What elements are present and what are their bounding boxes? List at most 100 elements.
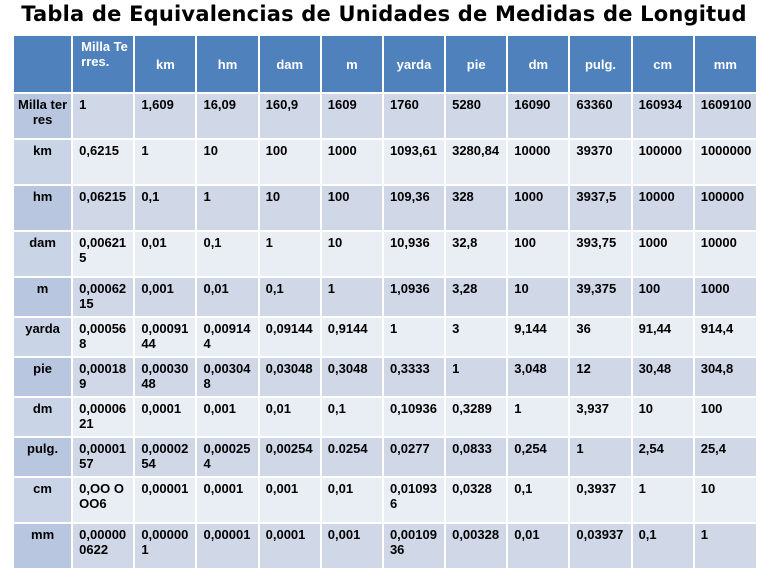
table-cell: 0,000568 bbox=[73, 318, 134, 356]
table-cell: 63360 bbox=[570, 94, 631, 138]
column-header: dam bbox=[259, 36, 320, 92]
table-cell: 3937,5 bbox=[570, 186, 631, 230]
table-cell: 0,1 bbox=[259, 278, 320, 316]
table-cell: 0,01 bbox=[135, 232, 196, 276]
table-cell: 0,6215 bbox=[73, 140, 134, 184]
table-cell: 10000 bbox=[694, 232, 756, 276]
table-cell: 0,010936 bbox=[383, 478, 445, 522]
table-cell: 0,001 bbox=[197, 398, 258, 436]
table-cell: 10,936 bbox=[383, 232, 445, 276]
table-cell: 0,001 bbox=[135, 278, 196, 316]
column-header: cm bbox=[632, 36, 693, 92]
table-row: mm 0,000000622 0,000001 0,00001 0,0001 0,001 0… bbox=[14, 524, 756, 568]
table-cell: 0,01 bbox=[508, 524, 569, 568]
table-cell: 0,000000622 bbox=[73, 524, 134, 568]
table-cell: 1 bbox=[694, 524, 756, 568]
table-cell: 12 bbox=[570, 358, 631, 396]
table-cell: 0,0277 bbox=[383, 438, 445, 476]
table-cell: 1609100 bbox=[694, 94, 756, 138]
column-header: mm bbox=[694, 36, 756, 92]
table-cell: 3 bbox=[446, 318, 507, 356]
table-cell: 10000 bbox=[508, 140, 569, 184]
table-cell: 0,0000621 bbox=[73, 398, 134, 436]
table-row: pulg. 0,0000157 0,0000254 0,000254 0,00254 0.… bbox=[14, 438, 756, 476]
table-cell: 1000 bbox=[508, 186, 569, 230]
table-row: hm 0,06215 0,1 1 10 100 109,36 328 1000 3937,5 100… bbox=[14, 186, 756, 230]
table-cell: 0,0328 bbox=[446, 478, 507, 522]
column-header: m bbox=[321, 36, 382, 92]
table-cell: 3,28 bbox=[446, 278, 507, 316]
table-row: cm 0,OO OOO6 0,00001 0,0001 0,001 0,01 0,01093… bbox=[14, 478, 756, 522]
table-cell: 1000 bbox=[694, 278, 756, 316]
table-cell: 100 bbox=[694, 398, 756, 436]
table-cell: 1609 bbox=[321, 94, 382, 138]
column-header: Milla Terres. bbox=[73, 36, 134, 92]
table-cell: 109,36 bbox=[383, 186, 445, 230]
table-cell: 0,3937 bbox=[570, 478, 631, 522]
table-cell: 0,001 bbox=[321, 524, 382, 568]
table-cell: 1 bbox=[197, 186, 258, 230]
table-cell: 0,00328 bbox=[446, 524, 507, 568]
table-cell: 1 bbox=[383, 318, 445, 356]
table-cell: 100 bbox=[508, 232, 569, 276]
table-cell: 0,01 bbox=[197, 278, 258, 316]
row-header: pulg. bbox=[14, 438, 72, 476]
column-header: pie bbox=[446, 36, 507, 92]
table-row: Milla terres 1 1,609 16,09 160,9 1609 1760 5280… bbox=[14, 94, 756, 138]
table-cell: 0,001 bbox=[259, 478, 320, 522]
table-cell: 10 bbox=[259, 186, 320, 230]
table-cell: 10 bbox=[694, 478, 756, 522]
table-cell: 1 bbox=[259, 232, 320, 276]
table-row: dm 0,0000621 0,0001 0,001 0,01 0,1 0,10936 0,32… bbox=[14, 398, 756, 436]
table-cell: 0,OO OOO6 bbox=[73, 478, 134, 522]
row-header: m bbox=[14, 278, 72, 316]
table-cell: 100 bbox=[632, 278, 693, 316]
table-cell: 5280 bbox=[446, 94, 507, 138]
column-header: dm bbox=[508, 36, 569, 92]
table-cell: 0,3289 bbox=[446, 398, 507, 436]
column-header: hm bbox=[197, 36, 258, 92]
table-cell: 0,1 bbox=[197, 232, 258, 276]
table-cell: 1 bbox=[632, 478, 693, 522]
table-cell: 3,937 bbox=[570, 398, 631, 436]
table-cell: 0,06215 bbox=[73, 186, 134, 230]
page-title: Tabla de Equivalencias de Unidades de Me… bbox=[21, 2, 747, 26]
table-cell: 0,0001 bbox=[259, 524, 320, 568]
table-cell: 0,1 bbox=[632, 524, 693, 568]
table-cell: 0,09144 bbox=[259, 318, 320, 356]
table-cell: 10 bbox=[632, 398, 693, 436]
table-cell: 0,1 bbox=[135, 186, 196, 230]
table-cell: 10 bbox=[197, 140, 258, 184]
row-header: dm bbox=[14, 398, 72, 436]
table-cell: 0,3048 bbox=[321, 358, 382, 396]
equivalence-table: Milla Terres. km hm dam m yarda pie dm p… bbox=[12, 34, 758, 570]
table-cell: 0,254 bbox=[508, 438, 569, 476]
table-cell: 1000000 bbox=[694, 140, 756, 184]
table-cell: 0,006215 bbox=[73, 232, 134, 276]
table-cell: 0,10936 bbox=[383, 398, 445, 436]
table-cell: 1 bbox=[73, 94, 134, 138]
table-cell: 1 bbox=[508, 398, 569, 436]
table-cell: 0,0010936 bbox=[383, 524, 445, 568]
table-cell: 9,144 bbox=[508, 318, 569, 356]
table-cell: 39370 bbox=[570, 140, 631, 184]
table-cell: 0,1 bbox=[508, 478, 569, 522]
table-cell: 3280,84 bbox=[446, 140, 507, 184]
table-cell: 100000 bbox=[632, 140, 693, 184]
table-cell: 0,00254 bbox=[259, 438, 320, 476]
row-header: cm bbox=[14, 478, 72, 522]
row-header: hm bbox=[14, 186, 72, 230]
table-body: Milla terres 1 1,609 16,09 160,9 1609 1760 5280… bbox=[14, 94, 756, 568]
table-cell: 0,0000157 bbox=[73, 438, 134, 476]
table-cell: 30,48 bbox=[632, 358, 693, 396]
table-cell: 1000 bbox=[321, 140, 382, 184]
row-header: pie bbox=[14, 358, 72, 396]
table-cell: 16,09 bbox=[197, 94, 258, 138]
table-row: pie 0,000189 0,0003048 0,003048 0,03048 0,304… bbox=[14, 358, 756, 396]
table-cell: 1093,61 bbox=[383, 140, 445, 184]
table-cell: 25,4 bbox=[694, 438, 756, 476]
table-cell: 39,375 bbox=[570, 278, 631, 316]
table-cell: 1 bbox=[321, 278, 382, 316]
row-header: yarda bbox=[14, 318, 72, 356]
table-cell: 0,01 bbox=[321, 478, 382, 522]
